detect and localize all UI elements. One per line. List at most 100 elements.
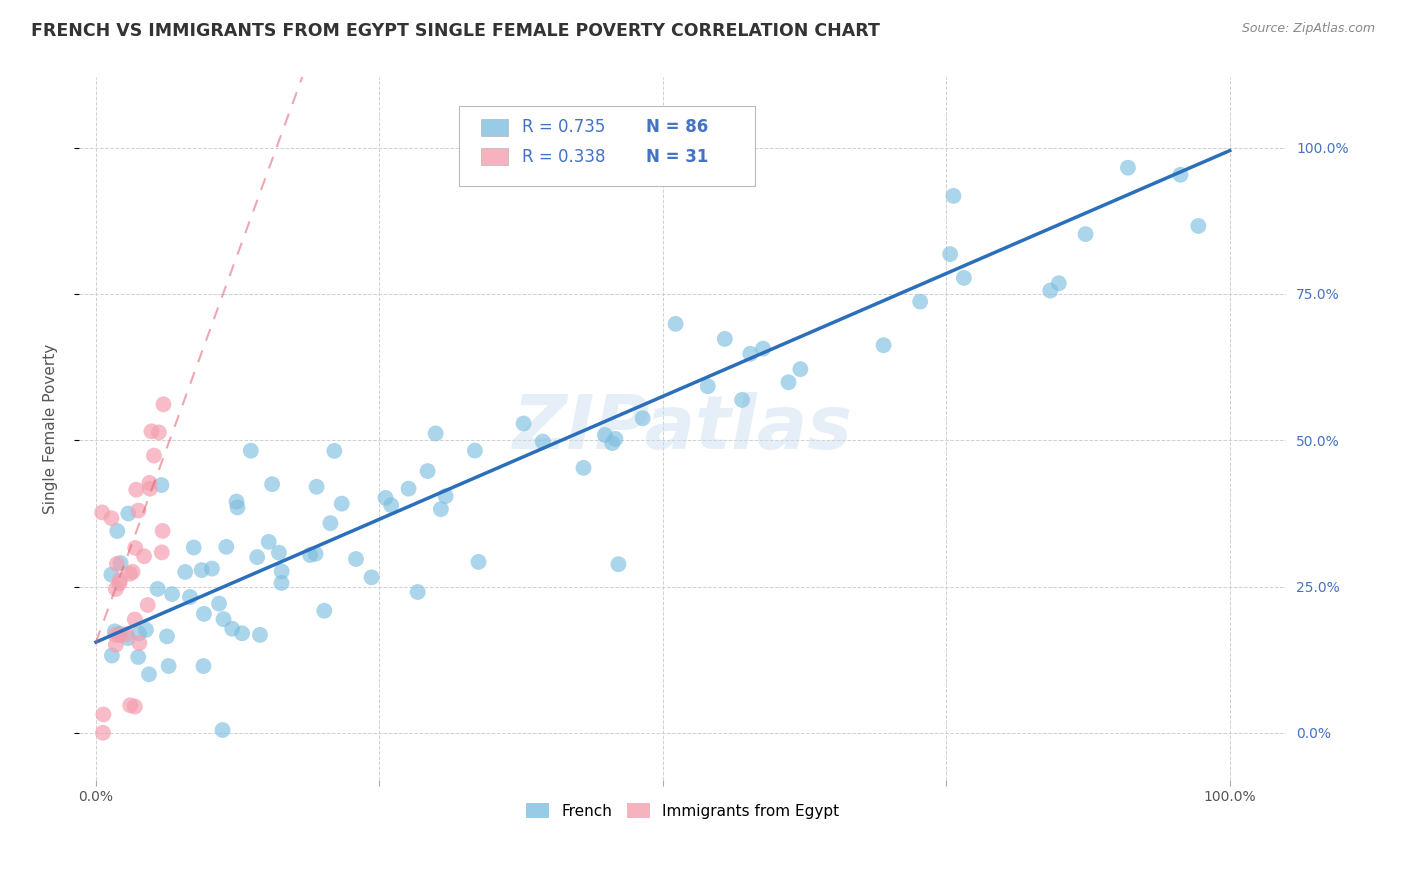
- FancyBboxPatch shape: [481, 148, 508, 165]
- Point: [778, 376, 800, 390]
- Point: [1170, 168, 1192, 182]
- Point: [512, 417, 534, 431]
- Point: [380, 498, 402, 512]
- Point: [108, 576, 131, 591]
- Point: [104, 638, 127, 652]
- Point: [150, 545, 173, 559]
- Point: [193, 607, 215, 621]
- Point: [398, 482, 420, 496]
- Point: [156, 629, 179, 643]
- Point: [117, 507, 139, 521]
- Point: [157, 659, 180, 673]
- Point: [124, 541, 146, 555]
- Point: [531, 434, 554, 449]
- Point: [607, 558, 630, 572]
- Point: [148, 425, 170, 440]
- Point: [138, 475, 160, 490]
- Point: [908, 294, 931, 309]
- Point: [467, 555, 489, 569]
- Point: [939, 247, 962, 261]
- Point: [257, 534, 280, 549]
- Point: [1074, 227, 1097, 241]
- Point: [314, 604, 336, 618]
- Text: N = 31: N = 31: [647, 148, 709, 166]
- Point: [221, 622, 243, 636]
- Point: [212, 612, 235, 626]
- Point: [953, 271, 976, 285]
- Point: [93, 707, 115, 722]
- Point: [600, 436, 623, 450]
- Point: [91, 505, 114, 519]
- Point: [108, 628, 131, 642]
- Point: [215, 540, 238, 554]
- Text: Source: ZipAtlas.com: Source: ZipAtlas.com: [1241, 22, 1375, 36]
- Point: [231, 626, 253, 640]
- Point: [226, 500, 249, 515]
- Point: [262, 477, 284, 491]
- Point: [208, 597, 231, 611]
- Point: [100, 567, 122, 582]
- Point: [138, 667, 160, 681]
- Point: [118, 566, 141, 581]
- Point: [740, 347, 762, 361]
- Point: [139, 482, 162, 496]
- Point: [464, 443, 486, 458]
- Point: [593, 428, 616, 442]
- Point: [1039, 284, 1062, 298]
- Point: [117, 631, 139, 645]
- Point: [249, 628, 271, 642]
- Point: [1047, 277, 1070, 291]
- Point: [127, 503, 149, 517]
- Point: [104, 582, 127, 596]
- Point: [323, 443, 346, 458]
- Point: [108, 574, 131, 588]
- Point: [434, 489, 457, 503]
- Point: [942, 189, 965, 203]
- Point: [104, 628, 127, 642]
- Point: [605, 432, 627, 446]
- Point: [344, 552, 367, 566]
- Text: R = 0.735: R = 0.735: [522, 119, 606, 136]
- Point: [298, 548, 321, 562]
- Point: [696, 379, 718, 393]
- Point: [631, 411, 654, 425]
- Point: [160, 587, 183, 601]
- Point: [304, 547, 326, 561]
- Legend: French, Immigrants from Egypt: French, Immigrants from Egypt: [520, 797, 845, 824]
- Point: [179, 590, 201, 604]
- Point: [714, 332, 737, 346]
- Point: [267, 546, 290, 560]
- Point: [174, 565, 197, 579]
- Point: [128, 636, 150, 650]
- Point: [572, 460, 595, 475]
- Point: [665, 317, 688, 331]
- Point: [270, 565, 292, 579]
- Point: [132, 549, 155, 564]
- Point: [110, 556, 132, 570]
- Point: [104, 624, 127, 639]
- Point: [319, 516, 342, 531]
- Point: [789, 362, 811, 376]
- Point: [374, 491, 396, 505]
- Point: [91, 726, 114, 740]
- Point: [124, 699, 146, 714]
- Point: [141, 425, 163, 439]
- Point: [270, 576, 292, 591]
- Point: [128, 626, 150, 640]
- Point: [731, 392, 754, 407]
- Point: [127, 650, 149, 665]
- Point: [201, 561, 224, 575]
- FancyBboxPatch shape: [481, 119, 508, 136]
- Point: [360, 570, 382, 584]
- Point: [152, 397, 174, 411]
- Point: [330, 497, 353, 511]
- Text: ZIPatlas: ZIPatlas: [513, 392, 852, 465]
- Point: [135, 623, 157, 637]
- Point: [425, 426, 447, 441]
- Point: [305, 480, 328, 494]
- Point: [105, 557, 128, 571]
- Point: [430, 502, 453, 516]
- Point: [125, 483, 148, 497]
- Point: [1187, 219, 1209, 233]
- Point: [1116, 161, 1139, 175]
